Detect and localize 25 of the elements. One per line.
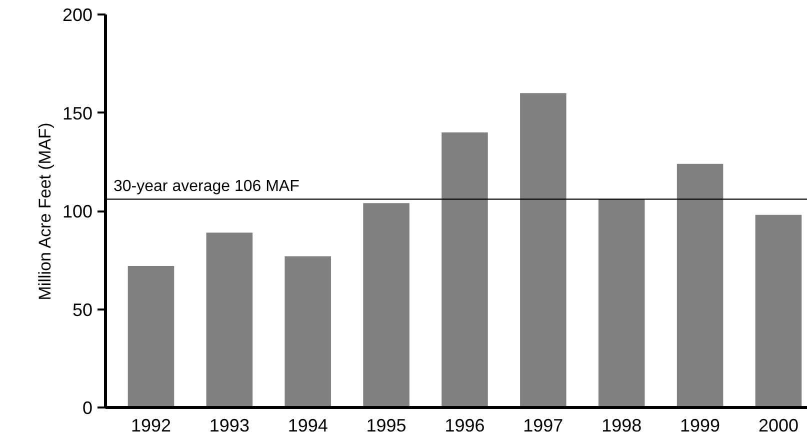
x-tick-label: 1999: [680, 416, 720, 436]
bar: [755, 214, 802, 408]
bar: [128, 266, 174, 408]
x-tick-label: 1996: [444, 416, 485, 436]
x-tick-label: 1997: [523, 416, 564, 436]
y-tick-label: 100: [62, 202, 93, 222]
x-tick-label: 1993: [209, 416, 250, 436]
bar: [598, 199, 645, 408]
x-tick-label: 1998: [602, 416, 642, 436]
bar: [520, 93, 566, 408]
x-tick-label: 1994: [288, 416, 328, 436]
y-tick-label: 50: [72, 300, 93, 320]
bar: [363, 203, 410, 408]
y-tick-label: 200: [62, 5, 93, 25]
y-tick-label: 0: [82, 398, 93, 418]
bar: [284, 256, 332, 408]
y-tick-label: 150: [62, 103, 93, 124]
x-tick-label: 1992: [130, 416, 172, 436]
bar: [442, 132, 488, 408]
ref-line-label: 30-year average 106 MAF: [114, 178, 300, 196]
x-tick-label: 2000: [758, 416, 799, 436]
x-tick-label: 1995: [366, 416, 406, 436]
bar: [206, 232, 253, 408]
y-axis-title: Million Acre Feet (MAF): [35, 122, 54, 300]
bar: [676, 164, 724, 408]
